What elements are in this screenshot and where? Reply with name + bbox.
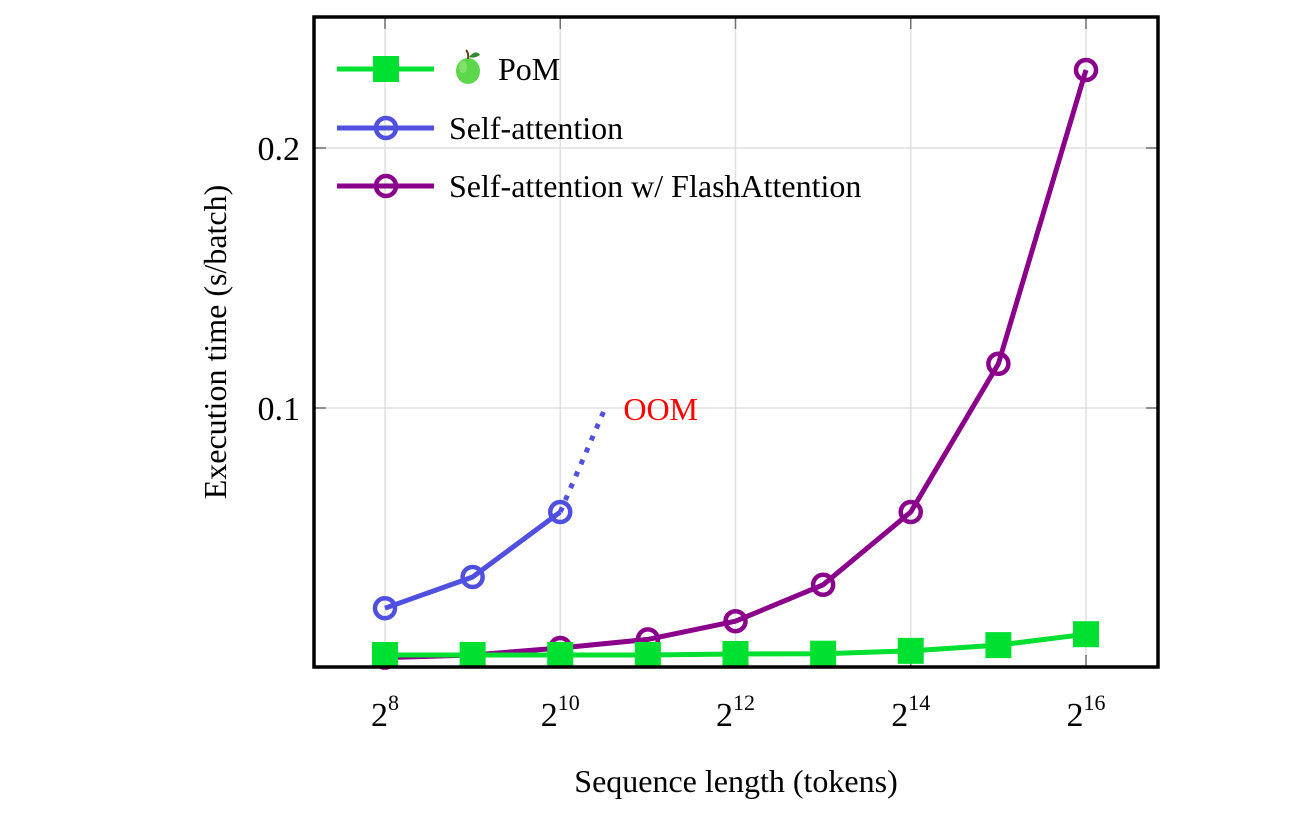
legend: PoM Self-attention Self-attention w/ Fla… <box>337 49 861 204</box>
x-tick-labels: 28 210 212 214 216 <box>371 690 1106 734</box>
x-tick-exponent: 10 <box>558 690 580 715</box>
x-tick-base: 2 <box>891 697 908 734</box>
x-tick-base: 2 <box>716 697 733 734</box>
data-point <box>548 499 573 525</box>
data-point <box>1073 57 1099 83</box>
series-pom <box>372 621 1099 668</box>
x-tick-exponent: 12 <box>733 690 755 715</box>
series-self-attention <box>372 409 607 621</box>
x-tick-exponent: 16 <box>1084 690 1106 715</box>
legend-label-self-attention: Self-attention <box>449 110 623 146</box>
x-tick-base: 2 <box>371 697 388 734</box>
oom-dotted-extension <box>557 409 607 513</box>
y-tick-label: 0.2 <box>258 131 301 168</box>
legend-item-self-attention: Self-attention <box>337 110 623 146</box>
x-tick-label: 216 <box>1067 690 1106 734</box>
data-point <box>634 642 661 668</box>
plot-frame <box>312 15 1160 669</box>
data-point <box>810 572 836 598</box>
x-tick-base: 2 <box>1067 697 1084 734</box>
legend-item-pom: PoM <box>337 49 560 87</box>
y-tick-labels: 0.1 0.2 <box>258 131 301 428</box>
data-point <box>985 632 1012 659</box>
x-axis-label: Sequence length (tokens) <box>574 763 897 799</box>
data-point <box>372 642 398 668</box>
oom-annotation: OOM <box>623 391 698 427</box>
x-tick-exponent: 8 <box>388 690 399 715</box>
x-tick-base: 2 <box>541 697 558 734</box>
legend-marker-flashattention-circle <box>373 173 399 199</box>
data-point <box>897 637 924 664</box>
series-line <box>384 509 562 611</box>
y-tick-label: 0.1 <box>258 391 301 428</box>
y-axis-label: Execution time (s/batch) <box>197 185 233 500</box>
series-layer <box>372 57 1099 670</box>
data-point <box>1073 621 1099 648</box>
data-point <box>810 640 837 667</box>
legend-item-flashattention: Self-attention w/ FlashAttention <box>337 168 861 204</box>
data-point <box>372 595 398 621</box>
legend-marker-pom-square <box>373 56 399 82</box>
data-point <box>722 640 749 667</box>
x-tick-exponent: 14 <box>908 690 930 715</box>
legend-marker-self-attention-circle <box>373 115 399 141</box>
legend-label-pom: PoM <box>498 51 560 87</box>
x-tick-label: 210 <box>541 690 580 734</box>
x-tick-label: 28 <box>371 690 399 734</box>
data-point <box>723 608 748 634</box>
legend-label-flashattention: Self-attention w/ FlashAttention <box>449 168 861 204</box>
data-point <box>459 642 486 668</box>
data-point <box>898 499 923 525</box>
grid <box>314 17 1158 667</box>
data-point <box>986 351 1011 377</box>
green-apple-icon <box>456 49 480 84</box>
x-tick-label: 212 <box>716 690 755 734</box>
data-point <box>547 642 574 668</box>
x-tick-label: 214 <box>891 690 930 734</box>
annotations: OOM <box>623 391 698 427</box>
data-point <box>460 564 485 590</box>
